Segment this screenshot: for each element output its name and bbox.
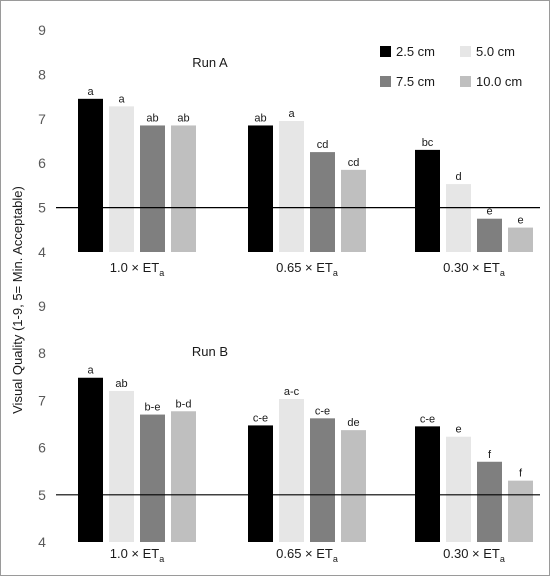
y-tick-label: 9 xyxy=(38,22,46,38)
bar xyxy=(140,125,165,252)
data-label: ab xyxy=(254,112,266,124)
y-tick-label: 4 xyxy=(38,534,46,550)
panel-run-b: 4 5 6 7 8 9 a c-e c-e ab a-c e b-e c-e f b-d de f Run B 1.0… xyxy=(38,298,540,564)
x-tick-label: 1.0 × ETa xyxy=(110,260,165,278)
bar xyxy=(508,480,533,542)
data-label: cd xyxy=(317,139,329,151)
data-label: de xyxy=(347,417,359,429)
panel-title: Run B xyxy=(192,344,228,359)
legend: 2.5 cm 5.0 cm 7.5 cm 10.0 cm xyxy=(380,44,522,89)
x-tick-label: 0.30 × ETa xyxy=(443,260,505,278)
data-label: f xyxy=(488,449,492,461)
bar xyxy=(140,414,165,542)
x-tick-label: 0.65 × ETa xyxy=(276,546,338,564)
bar xyxy=(109,390,134,542)
data-label: f xyxy=(519,468,523,480)
data-label: ab xyxy=(146,112,158,124)
y-tick-label: 8 xyxy=(38,66,46,82)
bar xyxy=(248,125,273,252)
bar xyxy=(279,398,304,542)
bar xyxy=(248,425,273,542)
panel-run-a: 4 5 6 7 8 9 a ab bc a a d ab cd e ab cd e Run A 1.0 × ETa 0.… xyxy=(38,22,540,278)
bar xyxy=(341,169,366,252)
bar xyxy=(310,418,335,542)
legend-entry: 7.5 cm xyxy=(396,74,435,89)
bar xyxy=(109,106,134,252)
data-label: bc xyxy=(422,137,434,149)
bar xyxy=(446,436,471,542)
panel-title: Run A xyxy=(192,55,228,70)
bar xyxy=(310,152,335,252)
legend-swatch xyxy=(380,76,391,87)
bar xyxy=(171,411,196,542)
data-label: a xyxy=(288,108,295,120)
data-label: c-e xyxy=(420,413,435,425)
data-label: b-e xyxy=(145,402,161,414)
y-tick-label: 4 xyxy=(38,244,46,260)
legend-entry: 10.0 cm xyxy=(476,74,522,89)
data-label: c-e xyxy=(315,405,330,417)
y-tick-label: 7 xyxy=(38,111,46,127)
bar xyxy=(171,125,196,252)
bar xyxy=(415,149,440,252)
data-label: b-d xyxy=(176,398,192,410)
data-label: a xyxy=(87,365,94,377)
legend-swatch xyxy=(460,76,471,87)
data-label: e xyxy=(517,215,523,227)
y-tick-label: 6 xyxy=(38,155,46,171)
data-label: d xyxy=(455,171,461,183)
x-tick-label: 1.0 × ETa xyxy=(110,546,165,564)
bar xyxy=(477,461,502,542)
legend-entry: 2.5 cm xyxy=(396,44,435,59)
y-axis-label: Visual Quality (1-9, 5= Min. Acceptable) xyxy=(10,186,25,414)
bar xyxy=(279,121,304,253)
data-label: a xyxy=(118,93,125,105)
data-label: e xyxy=(486,206,492,218)
data-label: c-e xyxy=(253,412,268,424)
data-label: a xyxy=(87,86,94,98)
y-tick-label: 6 xyxy=(38,440,46,456)
legend-swatch xyxy=(460,46,471,57)
y-tick-label: 5 xyxy=(38,200,46,216)
data-label: a-c xyxy=(284,386,300,398)
bar xyxy=(508,227,533,252)
bar xyxy=(78,98,103,252)
y-tick-label: 5 xyxy=(38,487,46,503)
y-tick-label: 9 xyxy=(38,298,46,314)
legend-swatch xyxy=(380,46,391,57)
data-label: ab xyxy=(115,378,127,390)
x-tick-label: 0.30 × ETa xyxy=(443,546,505,564)
y-tick-label: 7 xyxy=(38,392,46,408)
bar xyxy=(341,430,366,542)
bar xyxy=(415,426,440,542)
y-tick-label: 8 xyxy=(38,345,46,361)
bar xyxy=(477,218,502,252)
data-label: ab xyxy=(177,112,189,124)
bar xyxy=(446,184,471,252)
data-label: cd xyxy=(348,157,360,169)
data-label: e xyxy=(455,424,461,436)
x-tick-label: 0.65 × ETa xyxy=(276,260,338,278)
bar xyxy=(78,377,103,542)
legend-entry: 5.0 cm xyxy=(476,44,515,59)
